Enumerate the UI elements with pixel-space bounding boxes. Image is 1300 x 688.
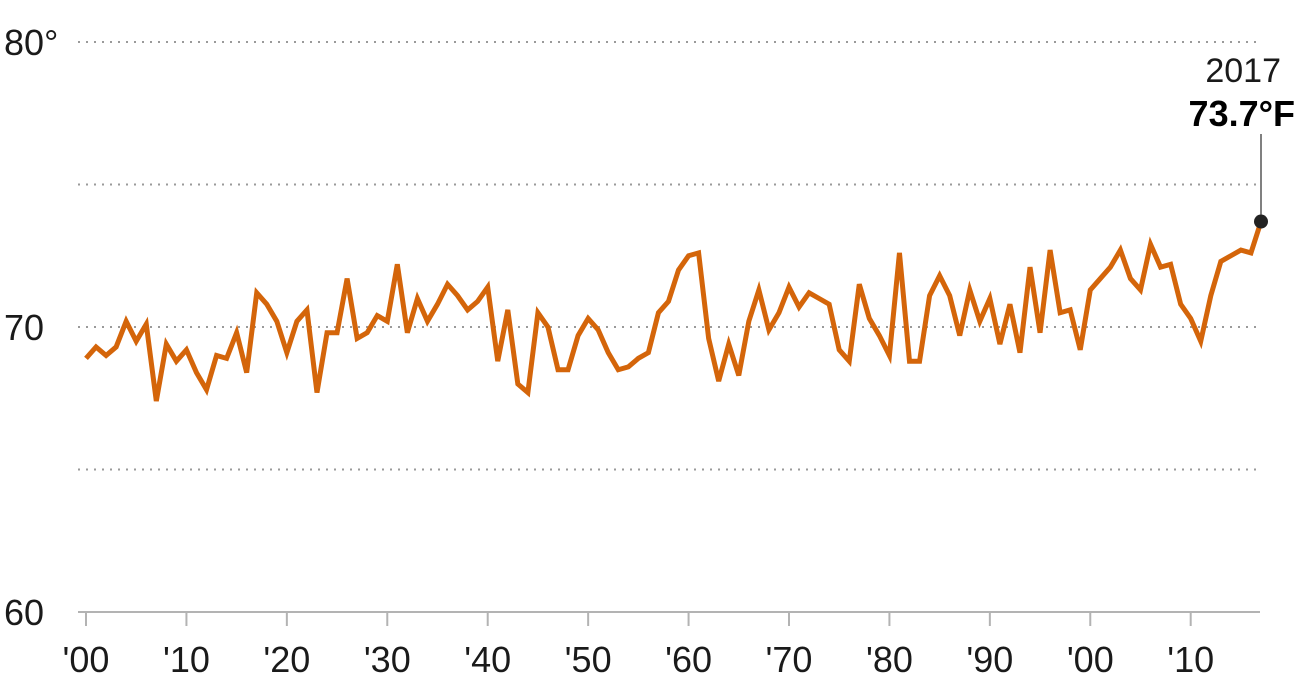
y-tick-label: 80°	[4, 22, 58, 63]
x-tick-label: '00	[63, 639, 110, 680]
x-axis: '00 '10 '20 '30 '40 '50 '60 '70 '80 '90 '00 '10	[63, 612, 1214, 680]
y-tick-labels: 80° 70 60	[4, 22, 58, 633]
x-tick-label: '80	[866, 639, 913, 680]
annotation-point	[1254, 214, 1268, 229]
x-tick-label: '10	[163, 639, 210, 680]
annotation-value-label: 73.7°F	[1189, 93, 1295, 134]
annotation-year-label: 2017	[1205, 52, 1281, 90]
annotation-2017: 2017 73.7°F	[1189, 52, 1295, 229]
x-tick-label: '10	[1167, 639, 1214, 680]
x-tick-label: '30	[364, 639, 411, 680]
series-line	[84, 220, 1264, 402]
series-layer	[84, 220, 1264, 402]
x-tick-label: '40	[464, 639, 511, 680]
x-tick-label: '00	[1067, 639, 1114, 680]
y-tick-label: 60	[4, 592, 44, 633]
x-tick-label: '20	[263, 639, 310, 680]
x-tick-label: '60	[665, 639, 712, 680]
y-tick-label: 70	[4, 307, 44, 348]
x-tick-label: '90	[966, 639, 1013, 680]
x-tick-label: '70	[766, 639, 813, 680]
x-tick-label: '50	[565, 639, 612, 680]
grid-layer	[78, 41, 1260, 613]
